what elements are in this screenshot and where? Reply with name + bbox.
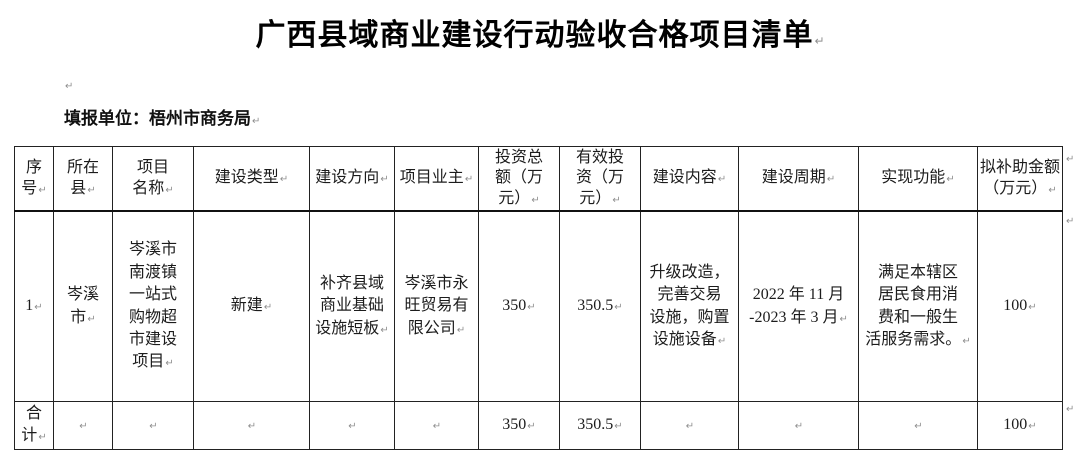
paragraph-mark: ↵ [87, 184, 96, 196]
paragraph-mark: ↵ [65, 81, 74, 92]
paragraph-mark: ↵ [252, 116, 261, 127]
total-cell-county: ↵ [53, 400, 113, 450]
paragraph-mark: ↵ [794, 421, 804, 433]
paragraph-mark: ↵ [614, 421, 623, 433]
cell-realized-function: 满足本辖区 居民食用消 费和一般生 活服务需求。↵ [858, 210, 978, 402]
total-cell-label: 合 计↵ [14, 400, 54, 450]
filing-unit-line: 填报单位：梧州市商务局↵ [64, 109, 261, 128]
paragraph-mark: ↵ [839, 313, 848, 325]
cell-subsidy-amount: 100↵ [977, 210, 1063, 402]
cell-effective-investment: 350.5↵ [559, 210, 641, 402]
col-header-index: 序 号↵ [14, 146, 54, 213]
paragraph-mark: ↵ [1028, 302, 1037, 314]
table-row-total: 合 计↵ ↵ ↵ ↵ ↵ ↵ 350↵ 350.5↵ ↵ ↵ ↵ 100↵ [14, 400, 1063, 450]
total-cell-total-investment: 350↵ [478, 400, 560, 450]
col-header-subsidy-amount: 拟补助金额 （万元）↵ [977, 146, 1063, 213]
cell-total-investment: 350↵ [478, 210, 560, 402]
paragraph-mark: ↵ [826, 174, 836, 186]
paragraph-mark: ↵ [464, 174, 474, 186]
total-cell-construction-period: ↵ [738, 400, 859, 450]
total-cell-construction-type: ↵ [193, 400, 310, 450]
paragraph-mark: ↵ [531, 194, 540, 206]
cell-county: 岑溪 市↵ [53, 210, 113, 402]
table-row-project-1: 1↵ 岑溪 市↵ 岑溪市 南渡镇 一站式 购物超 市建设 项目↵ 新建↵ 补齐县… [14, 210, 1063, 402]
paragraph-mark: ↵ [456, 324, 466, 336]
paragraph-mark: ↵ [946, 174, 955, 186]
paragraph-mark: ↵ [717, 174, 727, 186]
paragraph-mark: ↵ [38, 184, 47, 196]
paragraph-mark: ↵ [38, 432, 47, 444]
empty-paragraph: ↵ [64, 76, 73, 94]
paragraph-mark: ↵ [432, 421, 442, 433]
col-header-construction-type: 建设类型↵ [193, 146, 310, 213]
row-end-paragraph-mark: ↵ [1066, 404, 1075, 415]
paragraph-mark: ↵ [79, 421, 88, 433]
cell-construction-direction: 补齐县域 商业基础 设施短板↵ [309, 210, 395, 402]
header-row: 序 号↵ 所在 县↵ 项目 名称↵ 建设类型↵ 建设方向↵ 项目业主↵ 投资总 … [14, 146, 1063, 213]
page-title: 广西县域商业建设行动验收合格项目清单↵ [255, 19, 825, 52]
cell-construction-type: 新建↵ [193, 210, 310, 402]
col-header-effective-investment: 有效投 资（万 元）↵ [559, 146, 641, 213]
paragraph-mark: ↵ [279, 174, 289, 186]
paragraph-mark: ↵ [380, 174, 389, 186]
paragraph-mark: ↵ [914, 421, 923, 433]
paragraph-mark: ↵ [247, 421, 257, 433]
paragraph-mark: ↵ [527, 302, 536, 314]
paragraph-mark: ↵ [962, 336, 971, 348]
col-header-project-name: 项目 名称↵ [112, 146, 194, 213]
total-cell-construction-direction: ↵ [309, 400, 395, 450]
col-header-construction-direction: 建设方向↵ [309, 146, 395, 213]
cell-construction-content: 升级改造， 完善交易 设施，购置 设施设备↵ [640, 210, 739, 402]
paragraph-mark: ↵ [380, 324, 389, 336]
total-cell-effective-investment: 350.5↵ [559, 400, 641, 450]
col-header-construction-period: 建设周期↵ [738, 146, 859, 213]
project-list-table: 序 号↵ 所在 县↵ 项目 名称↵ 建设类型↵ 建设方向↵ 项目业主↵ 投资总 … [14, 146, 1063, 450]
paragraph-mark: ↵ [685, 421, 695, 433]
row-end-paragraph-mark: ↵ [1066, 154, 1075, 165]
total-cell-realized-function: ↵ [858, 400, 978, 450]
paragraph-mark: ↵ [87, 313, 96, 325]
total-cell-construction-content: ↵ [640, 400, 739, 450]
paragraph-mark: ↵ [263, 302, 273, 314]
paragraph-mark: ↵ [1048, 184, 1057, 196]
paragraph-mark: ↵ [34, 302, 43, 314]
paragraph-mark: ↵ [614, 302, 623, 314]
cell-index: 1↵ [14, 210, 54, 402]
cell-construction-period: 2022 年 11 月 -2023 年 3 月↵ [738, 210, 859, 402]
col-header-project-owner: 项目业主↵ [394, 146, 479, 213]
paragraph-mark: ↵ [348, 421, 357, 433]
paragraph-mark: ↵ [717, 336, 727, 348]
cell-project-owner: 岑溪市永 旺贸易有 限公司↵ [394, 210, 479, 402]
paragraph-mark: ↵ [612, 194, 621, 206]
paragraph-mark: ↵ [1028, 421, 1037, 433]
paragraph-mark: ↵ [814, 34, 825, 48]
col-header-construction-content: 建设内容↵ [640, 146, 739, 213]
cell-project-name: 岑溪市 南渡镇 一站式 购物超 市建设 项目↵ [112, 210, 194, 402]
col-header-county: 所在 县↵ [53, 146, 113, 213]
total-cell-subsidy-amount: 100↵ [977, 400, 1063, 450]
total-cell-project-name: ↵ [112, 400, 194, 450]
col-header-total-investment: 投资总 额（万 元）↵ [478, 146, 560, 213]
paragraph-mark: ↵ [149, 421, 158, 433]
total-cell-project-owner: ↵ [394, 400, 479, 450]
col-header-realized-function: 实现功能↵ [858, 146, 978, 213]
paragraph-mark: ↵ [165, 358, 174, 370]
paragraph-mark: ↵ [527, 421, 536, 433]
paragraph-mark: ↵ [165, 184, 174, 196]
row-end-paragraph-mark: ↵ [1066, 216, 1075, 227]
